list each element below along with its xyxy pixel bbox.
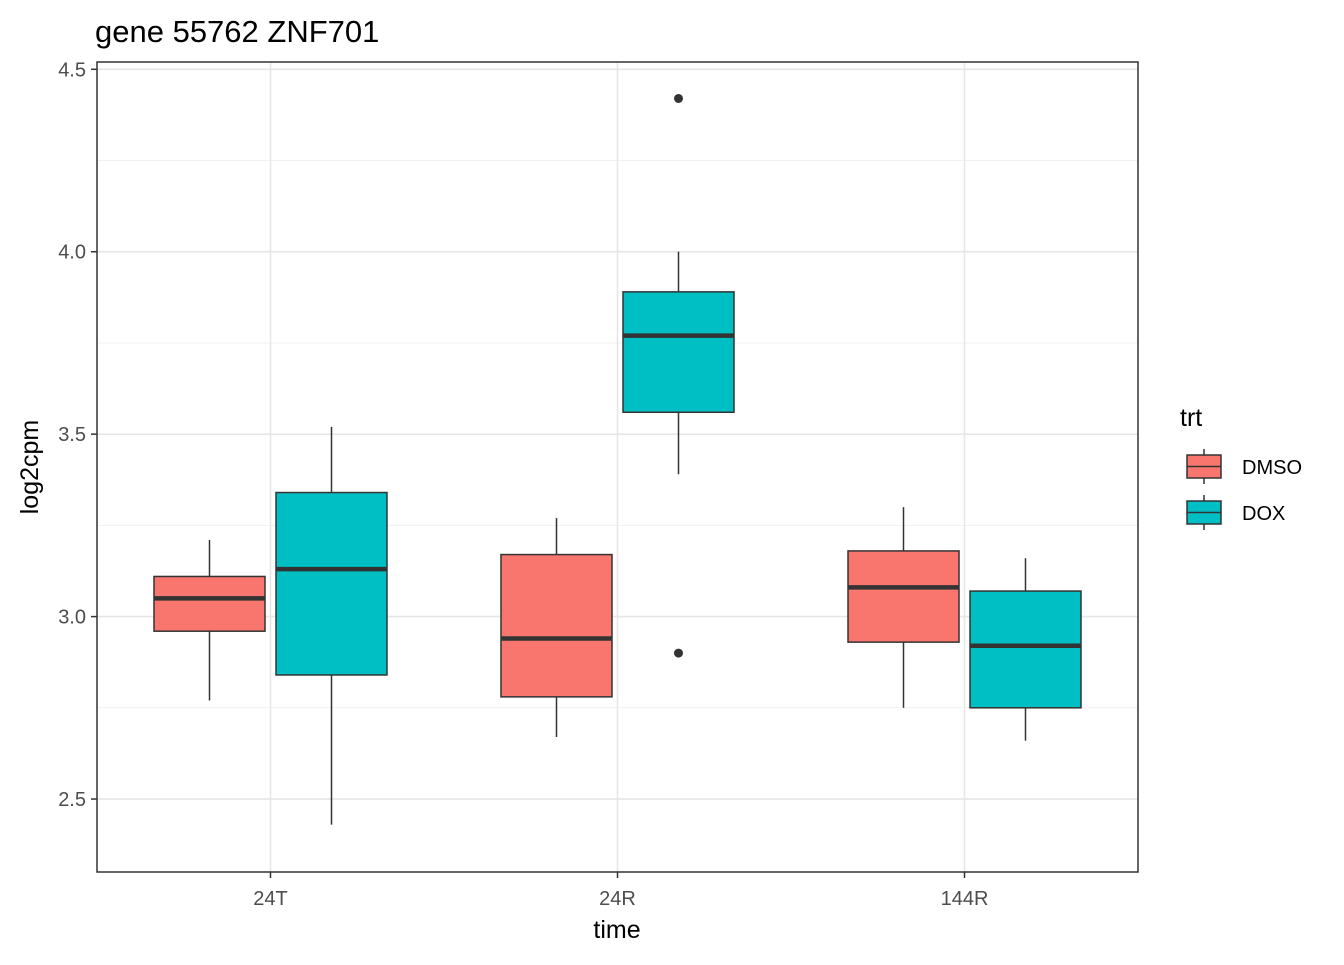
- y-tick-label: 3.0: [58, 607, 86, 629]
- box-dox-24r: [622, 93, 735, 658]
- x-axis-title: time: [593, 916, 640, 944]
- legend-item-dmso: DMSO: [1186, 449, 1302, 484]
- box-dmso-144r: [847, 507, 960, 708]
- box-dox-24t: [275, 426, 388, 825]
- y-axis-title: log2cpm: [16, 420, 44, 515]
- legend-label: DMSO: [1242, 457, 1302, 479]
- y-tick-label: 3.5: [58, 424, 86, 446]
- major-gridlines: [97, 62, 1138, 872]
- box-dmso-24r: [500, 518, 613, 737]
- x-axis: 24T 24R 144R: [253, 872, 988, 910]
- y-tick-label: 4.0: [58, 242, 86, 264]
- outlier-point: [674, 648, 683, 658]
- legend: trt DMSO DOX: [1180, 404, 1302, 530]
- box-dox-144r: [969, 558, 1082, 741]
- legend-item-dox: DOX: [1186, 495, 1285, 530]
- y-tick-label: 4.5: [58, 59, 86, 81]
- x-tick-label: 24T: [253, 888, 287, 910]
- box-iqr: [847, 550, 960, 643]
- y-tick-label: 2.5: [58, 789, 86, 811]
- box-iqr: [153, 575, 266, 632]
- y-axis: 2.5 3.0 3.5 4.0 4.5: [58, 59, 97, 811]
- chart-title: gene 55762 ZNF701: [95, 14, 379, 49]
- box-iqr: [500, 553, 613, 698]
- box-iqr: [969, 590, 1082, 709]
- legend-title: trt: [1180, 404, 1202, 432]
- box-iqr: [622, 291, 735, 414]
- legend-label: DOX: [1242, 503, 1285, 525]
- x-tick-label: 144R: [941, 888, 989, 910]
- box-dmso-24t: [153, 539, 266, 701]
- box-layer: [153, 93, 1082, 825]
- outlier-point: [674, 93, 683, 103]
- x-tick-label: 24R: [599, 888, 636, 910]
- box-iqr: [275, 491, 388, 676]
